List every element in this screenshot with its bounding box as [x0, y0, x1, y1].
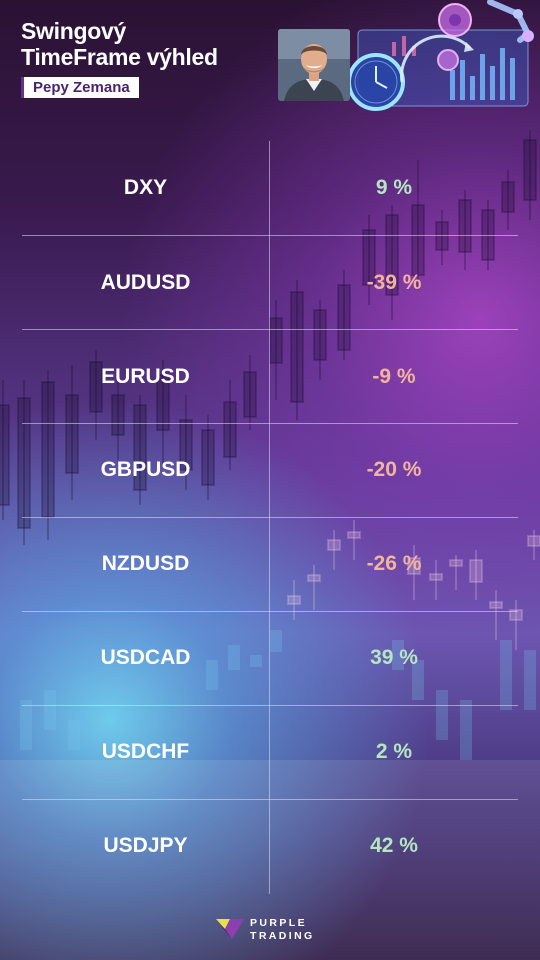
- value-cell: -26 %: [366, 552, 422, 575]
- symbol-cell: USDJPY: [103, 834, 188, 857]
- table-row: NZDUSD -26 %: [22, 517, 518, 611]
- table-row: AUDUSD -39 %: [22, 236, 518, 330]
- purple-trading-logo-icon: [216, 919, 244, 939]
- row-divider: [22, 611, 518, 612]
- table-row: USDCAD 39 %: [22, 611, 518, 705]
- value-cell: 42 %: [370, 834, 418, 857]
- symbol-cell: GBPUSD: [100, 458, 191, 481]
- outlook-table: DXY 9 % AUDUSD -39 % EURUSD -9 % GBPUSD …: [22, 141, 518, 894]
- value-cell: 2 %: [375, 740, 413, 763]
- value-cell: -20 %: [366, 458, 422, 481]
- table-row: GBPUSD -20 %: [22, 423, 518, 517]
- title-line-1: Swingový: [21, 18, 126, 44]
- table-row: DXY 9 %: [22, 141, 518, 235]
- symbol-cell: DXY: [123, 176, 168, 199]
- author-badge: Pepy Zemana: [21, 77, 139, 98]
- value-cell: 9 %: [375, 176, 413, 199]
- row-divider: [22, 329, 518, 330]
- table-row: USDJPY 42 %: [22, 799, 518, 893]
- symbol-cell: EURUSD: [101, 365, 190, 388]
- row-divider: [22, 423, 518, 424]
- title-line-2: TimeFrame výhled: [21, 44, 218, 70]
- symbol-cell: NZDUSD: [101, 552, 190, 575]
- row-divider: [22, 705, 518, 706]
- table-row: USDCHF 2 %: [22, 705, 518, 799]
- value-cell: -39 %: [366, 271, 422, 294]
- brand-name-line-2: TRADING: [250, 930, 315, 942]
- table-row: EURUSD -9 %: [22, 330, 518, 424]
- symbol-cell: USDCAD: [100, 646, 191, 669]
- header: Swingový TimeFrame výhled Pepy Zemana: [0, 0, 540, 120]
- row-divider: [22, 235, 518, 236]
- symbol-cell: AUDUSD: [100, 271, 191, 294]
- brand-name: PURPLE TRADING: [250, 917, 315, 943]
- page-title: Swingový TimeFrame výhled: [21, 18, 271, 70]
- brand-name-line-1: PURPLE: [250, 917, 307, 929]
- symbol-cell: USDCHF: [101, 740, 190, 763]
- brand-logo: PURPLE TRADING: [216, 914, 336, 944]
- row-divider: [22, 799, 518, 800]
- row-divider: [22, 517, 518, 518]
- value-cell: -9 %: [372, 365, 416, 388]
- author-photo: [278, 29, 350, 101]
- trading-illustration: [350, 0, 534, 111]
- value-cell: 39 %: [370, 646, 418, 669]
